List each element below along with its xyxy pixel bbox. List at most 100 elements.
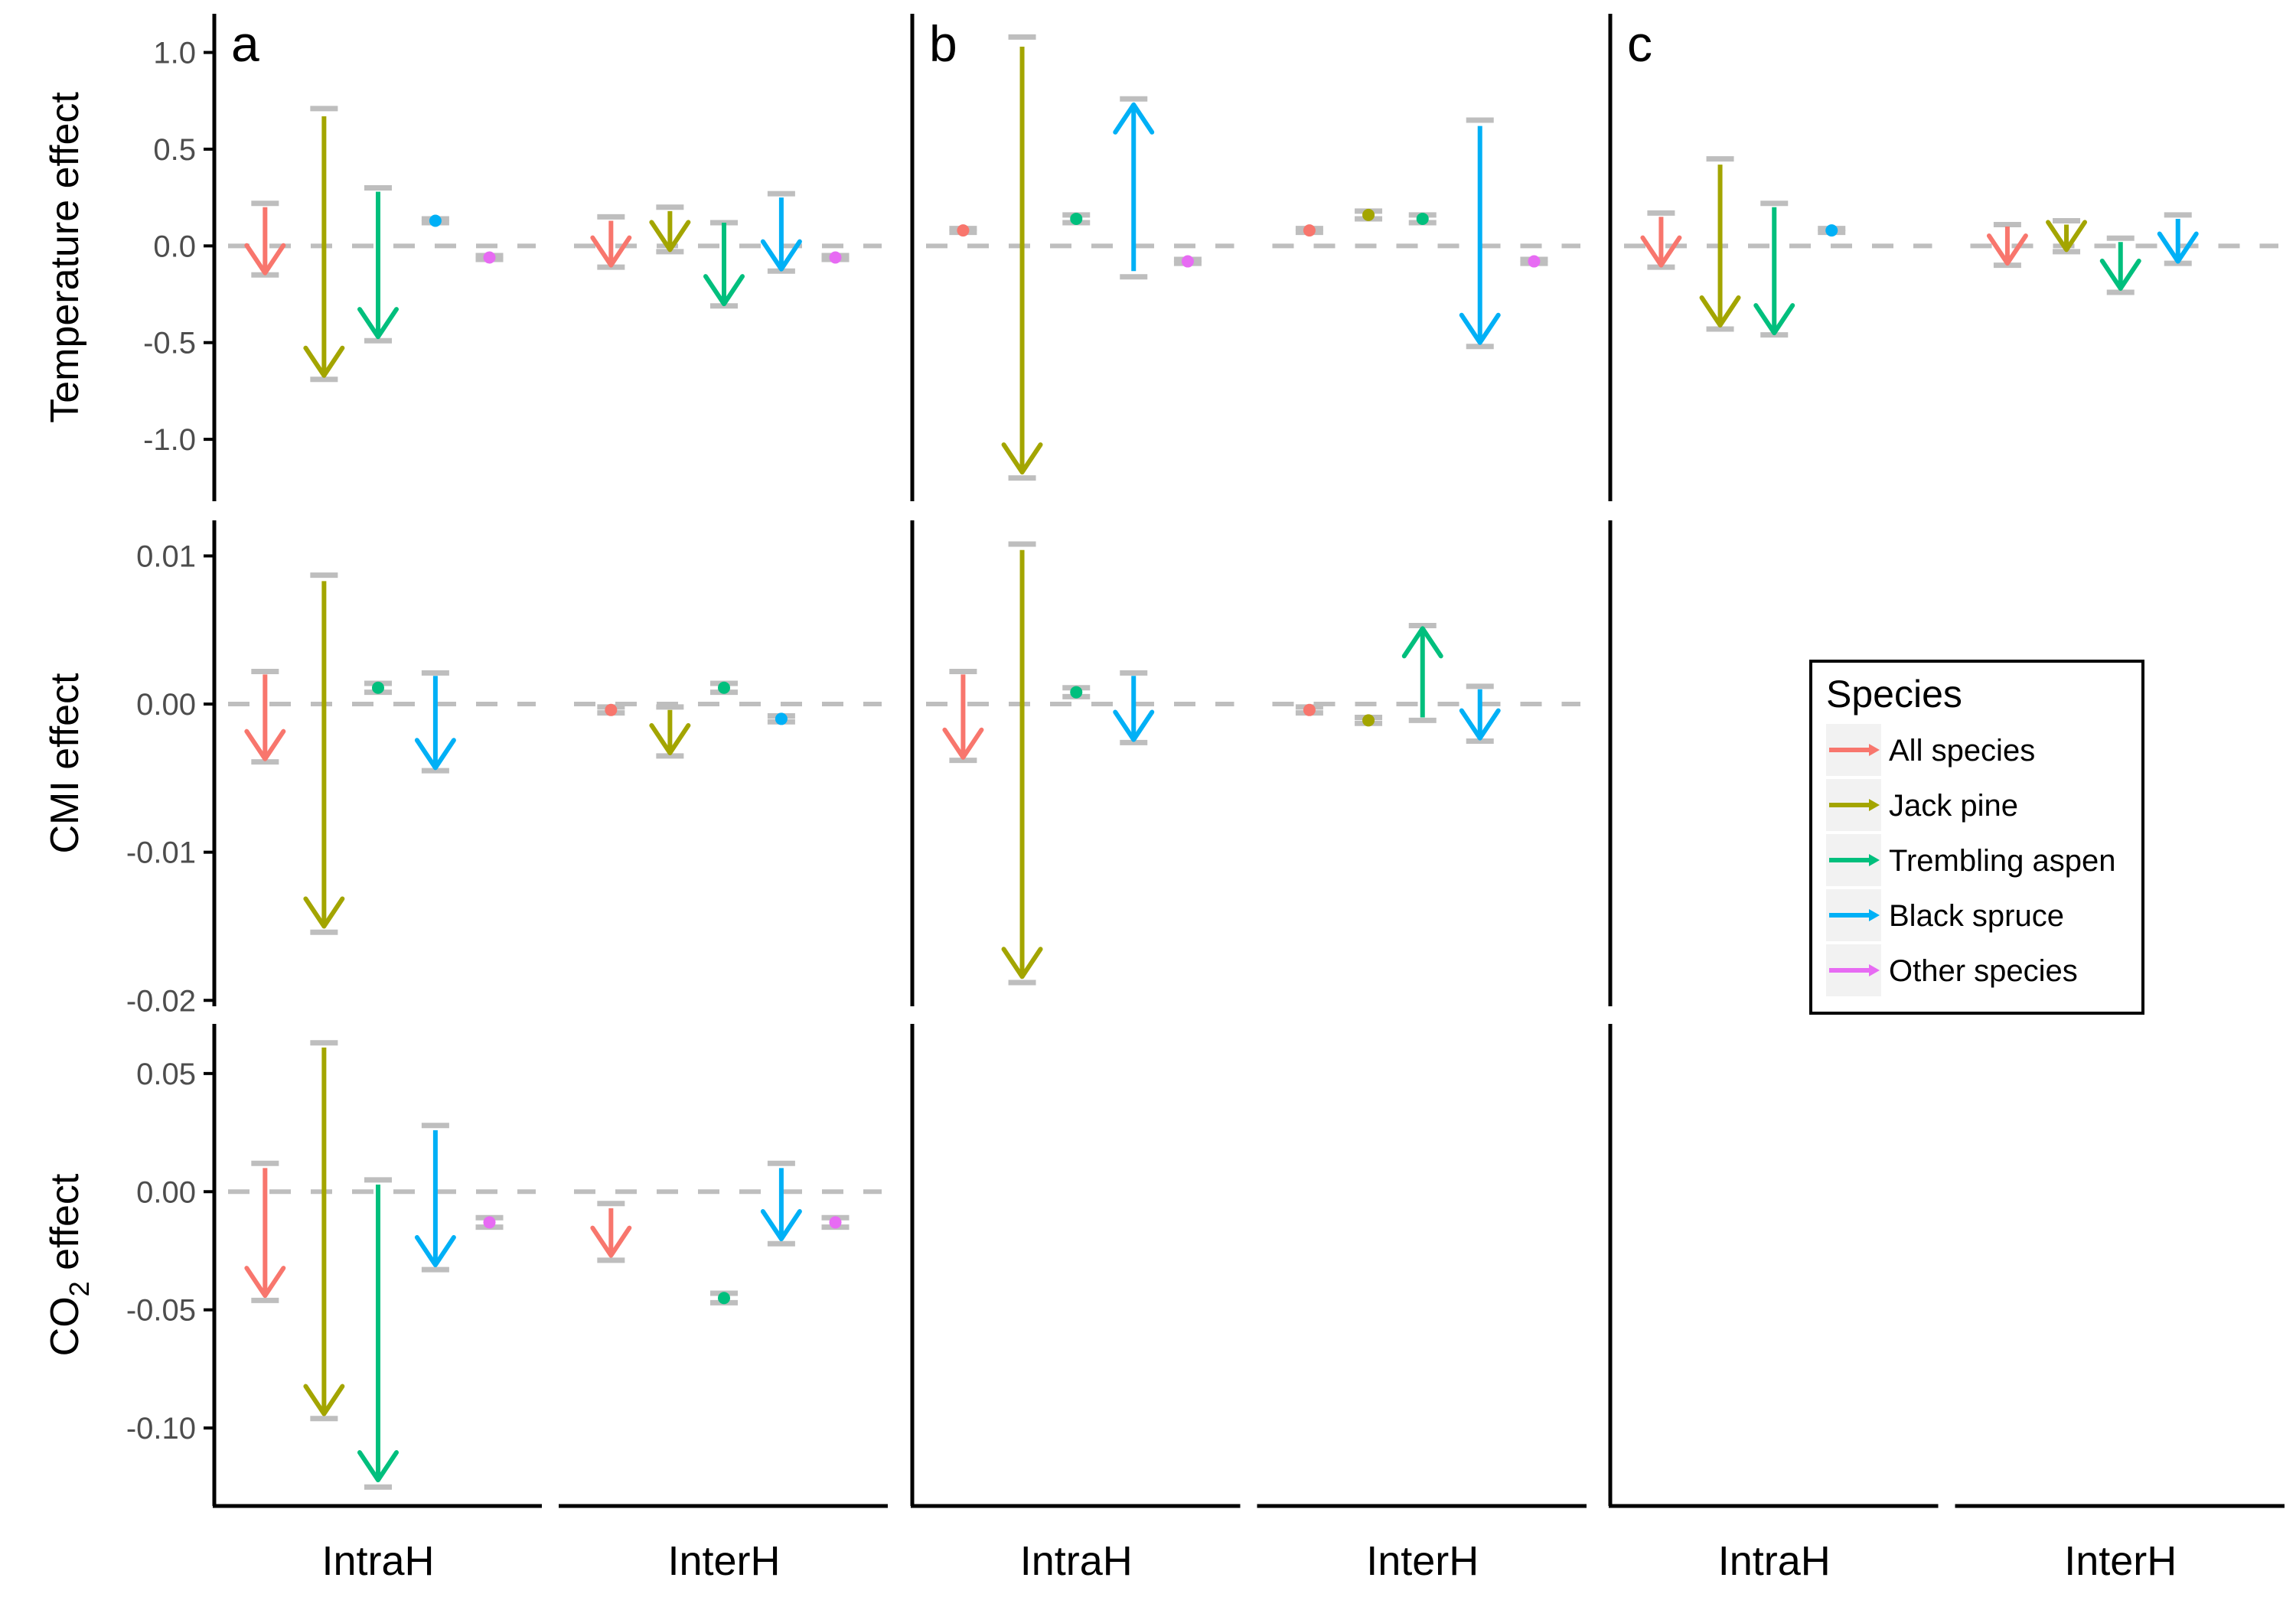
effect-arrow-head <box>303 345 345 378</box>
legend-item: Black spruce <box>1826 889 2064 941</box>
effect-mark-trembling-aspen <box>1753 200 1795 338</box>
legend-key-arrowhead <box>1869 909 1880 921</box>
effect-point <box>483 251 496 264</box>
x-group-label: InterH <box>667 1538 780 1584</box>
effect-mark-jack-pine <box>1355 714 1383 727</box>
effect-mark-jack-pine <box>1355 208 1383 222</box>
legend-item: Other species <box>1826 944 2078 996</box>
effect-mark-other-species <box>821 251 850 264</box>
effect-mark-other-species <box>475 251 504 264</box>
legend-key-arrowhead <box>1869 744 1880 756</box>
effect-point <box>718 1292 730 1305</box>
effect-mark-all-species <box>1295 703 1323 716</box>
effect-arrow-head <box>357 1450 399 1483</box>
effect-mark-trembling-aspen <box>364 680 392 696</box>
effect-point <box>718 681 730 694</box>
effect-mark-other-species <box>475 1214 504 1231</box>
effect-arrow-head <box>2157 231 2199 264</box>
effect-mark-jack-pine <box>1699 156 1741 332</box>
effect-arrow-head <box>1459 708 1501 741</box>
x-group-label: IntraH <box>1020 1538 1133 1584</box>
effect-mark-trembling-aspen <box>357 185 399 344</box>
panel-labels: a b c <box>231 15 1652 72</box>
effect-mark-trembling-aspen <box>1401 622 1443 723</box>
y-tick-label: -1.0 <box>143 423 196 457</box>
effect-mark-all-species <box>1640 210 1682 270</box>
legend-key-arrowhead <box>1869 854 1880 866</box>
effect-mark-trembling-aspen <box>1062 212 1091 226</box>
y-tick-label: 0.00 <box>136 1175 196 1209</box>
effect-mark-black-spruce <box>760 191 802 274</box>
effect-mark-jack-pine <box>2046 217 2088 255</box>
effect-arrow-head <box>703 274 745 307</box>
effect-point <box>605 703 618 716</box>
y-axis-label-suffix: effect <box>43 1173 87 1281</box>
effect-point <box>1070 212 1083 225</box>
effect-point <box>483 1216 496 1229</box>
effect-arrow-head <box>303 1384 345 1416</box>
effect-arrow-head <box>649 722 691 755</box>
effect-mark-trembling-aspen <box>710 680 738 696</box>
effect-mark-black-spruce <box>1459 683 1501 744</box>
effect-marks <box>244 34 2199 1490</box>
effect-point <box>1303 224 1316 237</box>
y-axes: 1.0 0.5 0.0 -0.5 -1.0 Temperature effect 0.01 0… <box>43 37 214 1446</box>
y-tick-label: 0.5 <box>153 133 196 167</box>
effect-mark-all-species <box>1295 224 1323 237</box>
effect-mark-jack-pine <box>1001 541 1043 986</box>
x-group-label: InterH <box>1366 1538 1479 1584</box>
panel-frames <box>212 14 2285 1508</box>
legend-key-arrowhead <box>1869 964 1880 976</box>
effect-mark-trembling-aspen <box>2099 235 2141 295</box>
effect-point <box>429 214 442 227</box>
y-tick-label: -0.10 <box>126 1412 196 1446</box>
effect-mark-all-species <box>244 668 286 765</box>
effect-mark-jack-pine <box>649 204 691 255</box>
effect-mark-jack-pine <box>1001 34 1043 481</box>
legend-item: Trembling aspen <box>1826 834 2115 886</box>
effect-mark-black-spruce <box>767 712 795 725</box>
legend-item: All species <box>1826 724 2035 776</box>
effect-mark-trembling-aspen <box>357 1177 399 1490</box>
effect-point <box>775 712 788 725</box>
effect-arrow-head <box>414 1235 456 1267</box>
y-axis-label: CO2 effect <box>43 1173 95 1356</box>
effect-point <box>829 251 842 264</box>
effect-arrow-head <box>1986 233 2028 266</box>
effect-arrow-head <box>357 307 399 340</box>
legend: Species All species Jack pine Trembling asp… <box>1809 660 2144 1015</box>
legend-item: Jack pine <box>1826 779 2018 831</box>
effect-point <box>1362 208 1375 221</box>
effect-arrow-head <box>2099 258 2141 291</box>
effect-arrow-head <box>1699 295 1741 328</box>
effect-mark-black-spruce <box>414 670 456 774</box>
effect-arrow-head <box>760 239 802 272</box>
effect-point <box>372 681 384 694</box>
y-axis-label: CMI effect <box>43 673 87 854</box>
effect-arrow-head <box>590 235 632 268</box>
effect-point <box>1528 255 1541 268</box>
effect-mark-trembling-aspen <box>1408 212 1437 226</box>
effect-arrow-head <box>942 727 984 760</box>
effect-arrow-head <box>244 243 286 275</box>
effect-arrow-head <box>1001 442 1043 475</box>
effect-point <box>1303 703 1316 716</box>
effect-point <box>1416 212 1429 225</box>
effect-mark-black-spruce <box>414 1123 456 1273</box>
effect-mark-jack-pine <box>303 1040 345 1422</box>
effect-mark-jack-pine <box>303 572 345 935</box>
effect-arrow-head <box>244 729 286 761</box>
effect-point <box>1362 714 1375 727</box>
effect-arrow-head <box>760 1209 802 1242</box>
x-group-label: IntraH <box>321 1538 434 1584</box>
effect-mark-black-spruce <box>421 214 449 227</box>
effect-mark-all-species <box>244 1160 286 1303</box>
effect-arrow-head <box>244 1266 286 1299</box>
y-tick-label: -0.5 <box>143 327 196 360</box>
effect-mark-other-species <box>1520 255 1548 268</box>
effect-arrow-head <box>1001 947 1043 980</box>
x-group-label: IntraH <box>1718 1538 1831 1584</box>
panel-label: c <box>1627 15 1652 72</box>
y-tick-label: -0.02 <box>126 984 196 1018</box>
